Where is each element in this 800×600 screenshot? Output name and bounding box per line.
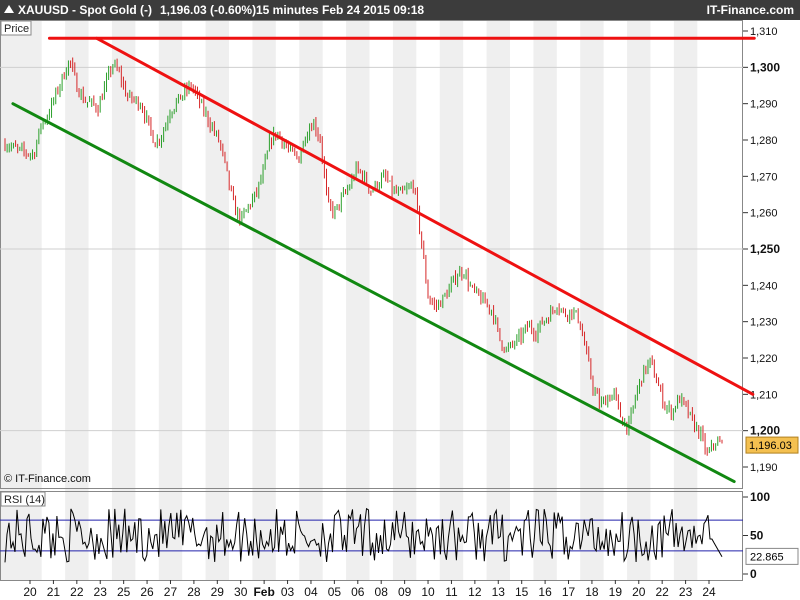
x-tick-label: 13: [492, 585, 506, 599]
x-tick-label: 23: [94, 585, 108, 599]
x-tick-label: Feb: [253, 585, 274, 599]
x-tick-label: 06: [351, 585, 365, 599]
x-tick-label: 17: [562, 585, 576, 599]
price-tick-label: 1,190: [750, 462, 778, 474]
x-tick-label: 08: [375, 585, 389, 599]
x-tick-label: 03: [281, 585, 295, 599]
x-tick-label: 22: [70, 585, 84, 599]
day-bands: [0, 20, 698, 580]
brand-label: IT-Finance.com: [706, 3, 794, 17]
price-tick-label: 1,230: [750, 317, 778, 329]
day-band: [580, 20, 604, 580]
symbol-label: XAUUSD - Spot Gold (-): [18, 3, 152, 17]
rsi-tick-label: 100: [750, 490, 770, 504]
x-tick-label: 20: [23, 585, 37, 599]
day-band: [346, 20, 370, 580]
x-tick-label: 25: [117, 585, 131, 599]
price-tick-label: 1,250: [750, 242, 780, 256]
price-tick-label: 1,270: [750, 171, 778, 183]
trendline-resistance-channel: [95, 36, 755, 396]
day-band: [439, 20, 464, 580]
rsi-last-label: 22.865: [750, 551, 784, 563]
x-tick-label: 15: [515, 585, 529, 599]
price-tick-label: 1,280: [750, 135, 778, 147]
last-price-badge: [745, 436, 799, 454]
copyright-label: © IT-Finance.com: [4, 473, 91, 485]
price-axis: 1,310 1,300 1,290 1,280 1,270 1,260 1,250 1,240…: [0, 26, 780, 474]
x-axis: 20 21 22 23 25 26 27 28 29 30 Feb 03 04 05 06 08 09 10 11 1…: [23, 580, 716, 599]
x-tick-label: 18: [585, 585, 599, 599]
triangle-icon: [4, 5, 14, 13]
x-tick-label: 16: [538, 585, 552, 599]
rsi-tick-label: 50: [750, 529, 764, 543]
x-tick-label: 22: [655, 585, 669, 599]
x-tick-label: 29: [211, 585, 225, 599]
x-tick-label: 27: [164, 585, 178, 599]
x-tick-label: 10: [421, 585, 435, 599]
x-tick-label: 05: [328, 585, 342, 599]
timeframe-label: 15 minutes: [256, 3, 319, 17]
day-band: [299, 20, 323, 580]
day-band: [65, 20, 89, 580]
day-band: [486, 20, 510, 580]
x-tick-label: 21: [47, 585, 61, 599]
x-tick-label: 11: [445, 585, 458, 599]
day-band: [392, 20, 417, 580]
timestamp-label: Feb 24 2015 09:18: [322, 3, 425, 17]
day-band: [673, 20, 698, 580]
rsi-panel-frame: [0, 491, 743, 581]
day-band: [205, 20, 230, 580]
trendline-support-channel: [11, 102, 736, 484]
chart-header: XAUUSD - Spot Gold (-) 1,196.03 (-0.60%)…: [0, 0, 800, 20]
x-tick-label: 20: [632, 585, 646, 599]
x-tick-label: 28: [187, 585, 201, 599]
price-tick-label: 1,260: [750, 208, 778, 220]
day-band: [627, 20, 651, 580]
price-panel-label: Price: [4, 23, 29, 35]
day-band: [111, 20, 136, 580]
rsi-last-badge: [745, 547, 799, 565]
day-band: [158, 20, 183, 580]
price-tick-label: 1,300: [750, 60, 780, 74]
x-tick-label: 12: [468, 585, 482, 599]
x-tick-label: 30: [234, 585, 248, 599]
price-tick-label: 1,200: [750, 424, 780, 438]
price-panel-frame: [0, 20, 743, 489]
rsi-line: [4, 507, 723, 563]
price-tick-label: 1,210: [750, 389, 778, 401]
price-tick-label: 1,220: [750, 353, 778, 365]
price-tick-label: 1,310: [750, 26, 778, 38]
day-band: [0, 20, 42, 580]
price-tick-label: 1,290: [750, 99, 778, 111]
price-label-box: [0, 20, 32, 36]
x-tick-label: 24: [702, 585, 716, 599]
x-tick-label: 04: [304, 585, 318, 599]
day-band: [533, 20, 557, 580]
rsi-label-box: [0, 491, 46, 507]
last-price-label: 1,196.03: [749, 440, 792, 452]
x-tick-label: 09: [398, 585, 412, 599]
price-change-label: 1,196.03 (-0.60%): [160, 3, 257, 17]
price-tick-label: 1,240: [750, 280, 778, 292]
rsi-panel-label: RSI (14): [4, 494, 45, 506]
x-tick-label: 23: [679, 585, 693, 599]
x-tick-label: 19: [609, 585, 623, 599]
x-tick-label: 26: [140, 585, 154, 599]
day-band: [252, 20, 276, 580]
rsi-tick-label: 0: [750, 567, 757, 581]
